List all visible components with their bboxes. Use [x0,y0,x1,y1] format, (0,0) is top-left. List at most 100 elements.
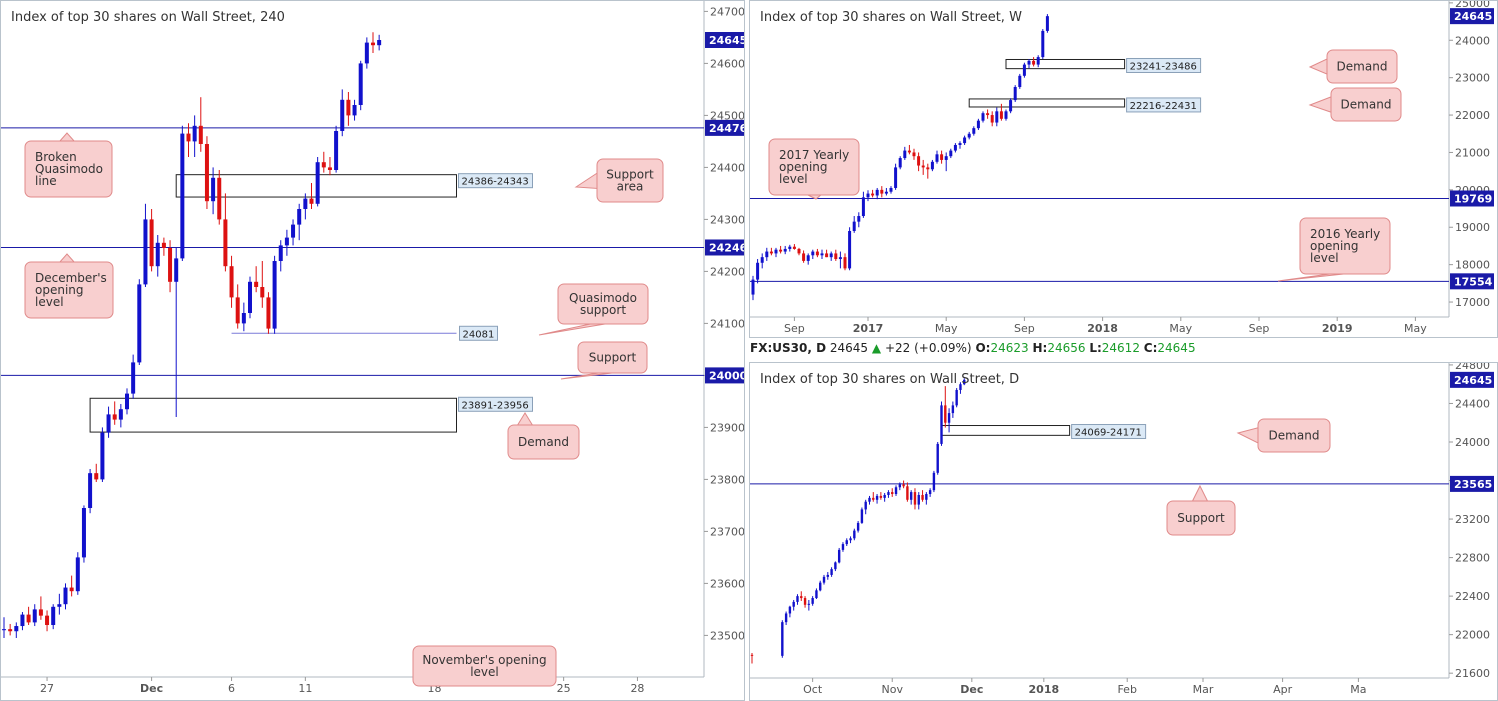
h4-candle-body [38,609,43,616]
h4-candle-body [284,237,289,246]
weekly-chart-panel[interactable]: 17000 18000 19000 20000 21000 22000 23000 24000… [749,0,1498,338]
h4-level-tag [705,239,744,256]
weekly-level-tag-label: 17554 [1454,275,1493,288]
daily-y-tick-label: 24800 [1455,363,1490,372]
h4-candle-body [180,133,185,259]
weekly-y-tick-label: 21000 [1455,146,1490,159]
h4-zone-label-box [458,173,533,189]
weekly-candle-body [857,216,861,222]
daily-candle-body [860,509,864,523]
weekly-candle-body [788,246,792,249]
daily-candle-body [951,405,955,414]
weekly-zone-label-box [1126,97,1202,113]
daily-candle-body [796,596,799,602]
daily-candle-body [834,562,837,570]
daily-candle-body [872,497,875,500]
weekly-candle-body [871,193,875,196]
open-label: O: [975,341,991,355]
weekly-candle-body [1004,111,1008,119]
weekly-candle-body [756,262,760,280]
h4-level-tag-label: 24246 [709,241,745,254]
weekly-chart-svg[interactable]: 1700018000190002000021000220002300024000… [750,1,1498,338]
daily-x-tick-label: Apr [1273,683,1293,696]
h4-candle-body [112,414,117,420]
callout-daily-demand-pointer [1236,426,1260,445]
daily-candle-body [807,603,811,605]
h4-candle-body [174,258,179,282]
weekly-candle-body [760,257,764,263]
h4-candle-body [63,587,68,605]
weekly-x-tick-label: 2017 [853,322,884,335]
weekly-candle-body [825,253,829,258]
h4-x-tick-label: 25 [557,682,571,695]
callout-december-opening-line: level [35,295,64,309]
h4-y-tick-label: 23500 [710,629,745,642]
weekly-candle-body [834,253,838,260]
callout-support-area-line: Support [606,168,654,182]
daily-chart-title: Index of top 30 shares on Wall Street, D [760,372,1020,387]
h4-x-tick-label: 28 [630,682,644,695]
weekly-candle-body [783,248,787,252]
h4-candle-body [235,297,240,324]
high-label: H: [1032,341,1048,355]
weekly-candle-body [958,143,962,145]
weekly-candle-body [1013,87,1017,101]
daily-candle-body [849,538,852,541]
weekly-candle-body [940,154,944,160]
daily-candle-body [803,598,807,605]
callout-daily-support-pointer [1191,484,1209,503]
daily-y-tick-label: 23200 [1455,513,1490,526]
h4-candle-body [346,99,351,116]
weekly-last-price-tag [1450,8,1494,25]
daily-candle-body [944,405,947,423]
h4-candle-body [118,409,123,420]
daily-chart-svg[interactable]: 2160022000224002280023200236002400024400… [750,363,1498,701]
daily-candle-body [845,540,848,545]
price-change: +22 (+0.09%) [884,341,972,355]
h4-candle-body [57,604,62,607]
weekly-candle-body [861,197,865,217]
daily-level-tag-label: 23565 [1454,478,1492,491]
callout-quasimodo-support-line: support [580,303,626,317]
daily-candle-body [921,494,924,500]
h4-candle-body [297,209,302,225]
weekly-candle-body [907,150,911,153]
h4-level-tag [705,119,744,136]
symbol-label: FX:US30, D [750,341,827,355]
h4-candle-body [291,224,296,238]
callout-broken-quasimodo: Broken Quasimodo line [24,132,113,198]
h4-candle-body [161,242,166,248]
h4-y-tick-label: 24500 [710,109,745,122]
callout-broken-quasimodo-line: Broken [35,150,77,164]
callout-2016-yearly-line: opening [1310,239,1359,253]
h4-chart-panel[interactable]: 23500 23600 23700 23800 23900 24000 24100 24200… [0,0,745,701]
callout-broken-quasimodo-line: Quasimodo [35,162,103,176]
daily-chart-panel[interactable]: 2160022000224002280023200236002400024400… [749,362,1498,701]
daily-y-tick-label: 22800 [1455,552,1490,565]
up-arrow-icon: ▲ [871,341,882,355]
callout-daily-demand: Demand [1236,418,1331,453]
h4-candle-body [2,629,6,631]
daily-candle-body [936,443,939,473]
weekly-candle-body [930,161,934,170]
weekly-zone-box [1005,58,1126,70]
callout-support-text: Support [589,351,637,365]
h4-zone-label: 23891-23956 [462,400,529,411]
h4-candle-body [88,473,93,508]
daily-y-tick-label: 22000 [1455,629,1490,642]
daily-candle-body [906,486,909,500]
daily-candle-body [932,472,936,491]
h4-candle-body [75,557,80,592]
h4-chart-svg[interactable]: 23500 23600 23700 23800 23900 24000 24100 24200… [1,1,745,701]
h4-candle-body [260,287,265,298]
h4-y-tick-label: 24300 [710,213,745,226]
callout-daily-demand-text: Demand [1269,429,1320,443]
callout-2016-yearly-text: 2016 Yearly opening level [1310,227,1380,265]
h4-candle-body [125,393,129,410]
daily-candle-body [917,494,920,505]
h4-candle-body [143,219,148,285]
h4-candle-body [278,245,283,261]
weekly-candle-body [1041,30,1045,58]
h4-last-price-tag [705,32,744,48]
weekly-candle-body [917,156,921,166]
